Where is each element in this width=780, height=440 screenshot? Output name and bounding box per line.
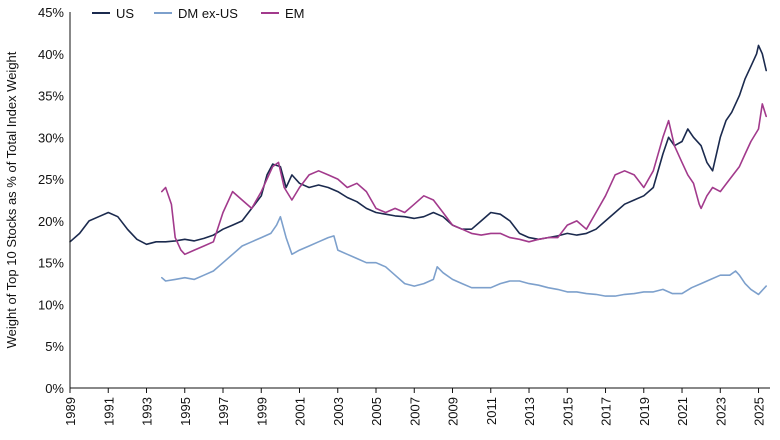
x-tick-label: 1989	[63, 397, 78, 426]
x-tick-label: 2011	[484, 397, 499, 425]
y-tick-label: 30%	[38, 130, 64, 145]
y-tick-label: 5%	[45, 339, 64, 354]
x-tick-label: 2019	[637, 397, 652, 426]
legend-label-em: EM	[285, 6, 305, 21]
y-tick-label: 35%	[38, 89, 64, 104]
y-axis-ticks: 0% 5% 10% 15% 20% 25% 30% 35% 40% 45%	[38, 5, 64, 396]
y-tick-label: 40%	[38, 47, 64, 62]
x-tick-label: 2003	[331, 397, 346, 426]
y-tick-label: 45%	[38, 5, 64, 20]
x-tick-label: 1999	[254, 397, 269, 426]
series-line-us	[69, 44, 768, 246]
x-tick-label: 2005	[369, 397, 384, 426]
x-tick-label: 1991	[101, 397, 116, 426]
x-axis-ticks: 1989 1991 1993 1995 1997 1999 2001 2003 2005 2007…	[63, 388, 767, 426]
x-tick-label: 2017	[599, 397, 614, 426]
y-tick-label: 15%	[38, 256, 64, 271]
y-axis-title-group: Weight of Top 10 Stocks as % of Total In…	[4, 51, 19, 348]
legend-label-dm-ex-us: DM ex-US	[178, 6, 238, 21]
series-line-dm-ex-us	[161, 215, 768, 297]
x-tick-label: 2023	[713, 397, 728, 426]
series-lines	[69, 44, 768, 297]
x-tick-label: 2021	[675, 397, 690, 426]
x-tick-label: 1993	[140, 397, 155, 426]
y-tick-label: 10%	[38, 297, 64, 312]
y-axis-title: Weight of Top 10 Stocks as % of Total In…	[4, 51, 19, 348]
x-tick-label: 2015	[560, 397, 575, 426]
x-tick-label: 2013	[522, 397, 537, 426]
y-tick-label: 0%	[45, 381, 64, 396]
y-tick-label: 25%	[38, 172, 64, 187]
x-tick-label: 2025	[752, 397, 767, 426]
y-tick-label: 20%	[38, 214, 64, 229]
x-tick-label: 2009	[446, 397, 461, 426]
x-tick-label: 2007	[407, 397, 422, 426]
x-tick-label: 1995	[178, 397, 193, 426]
x-tick-label: 1997	[216, 397, 231, 426]
legend-label-us: US	[116, 6, 134, 21]
series-line-em	[161, 103, 768, 256]
x-tick-label: 2001	[293, 397, 308, 426]
legend: US DM ex-US EM	[92, 6, 305, 21]
